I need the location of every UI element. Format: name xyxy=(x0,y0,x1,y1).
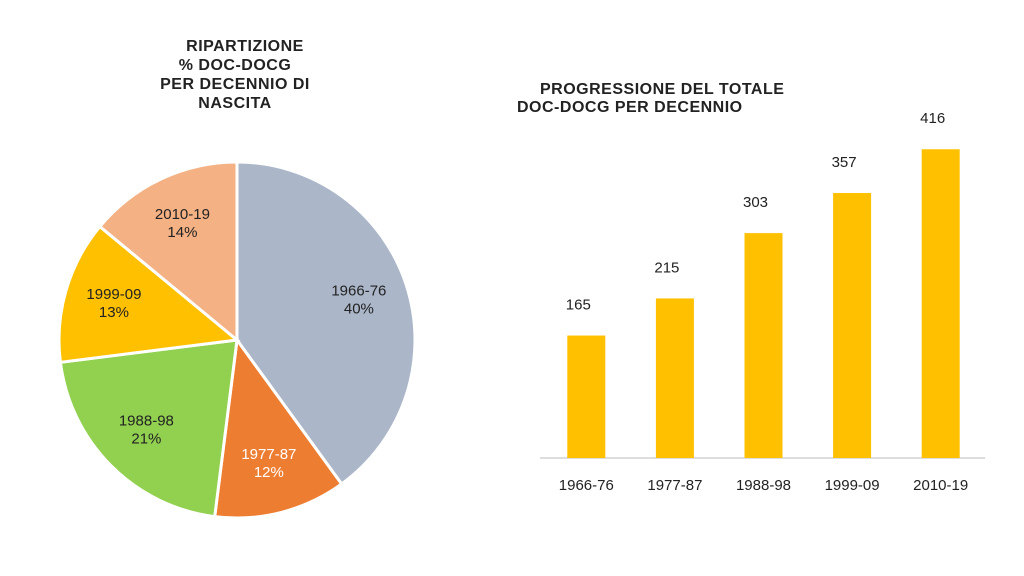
x-tick-label: 2010-19 xyxy=(913,477,968,494)
chart-title: PER DECENNIO DI xyxy=(160,76,310,93)
bar xyxy=(567,335,606,458)
slice-value-label: 40% xyxy=(344,300,374,317)
slice-label: 2010-19 xyxy=(155,206,210,223)
pie-slice xyxy=(235,160,417,487)
pie-slice xyxy=(58,338,239,519)
chart-title: DOC-DOCG PER DECENNIO xyxy=(517,99,743,116)
slice-label: 1977-87 xyxy=(241,446,296,463)
slice-value-label: 12% xyxy=(254,464,284,481)
pie-slice xyxy=(57,224,241,364)
x-tick-label: 1977-87 xyxy=(647,477,702,494)
chart-title: PROGRESSIONE DEL TOTALE xyxy=(540,81,784,98)
value-label: 165 xyxy=(566,297,591,314)
slice-label: 1988-98 xyxy=(119,413,174,430)
bar xyxy=(655,298,694,458)
slice-value-label: 14% xyxy=(167,224,197,241)
chart-title: RIPARTIZIONE xyxy=(186,38,304,55)
value-label: 303 xyxy=(743,194,768,211)
value-label: 416 xyxy=(920,110,945,127)
pie-slice xyxy=(213,336,344,520)
chart-title: NASCITA xyxy=(198,95,271,112)
x-tick-label: 1999-09 xyxy=(825,477,880,494)
x-tick-label: 1966-76 xyxy=(559,477,614,494)
value-label: 215 xyxy=(654,259,679,276)
chart-title: % DOC-DOCG xyxy=(179,57,292,74)
pie-slice xyxy=(97,160,239,344)
slice-value-label: 21% xyxy=(131,431,161,448)
bar xyxy=(744,233,783,458)
slice-label: 1999-09 xyxy=(86,286,141,303)
slice-label: 1966-76 xyxy=(331,282,386,299)
bar xyxy=(833,193,872,458)
x-tick-label: 1988-98 xyxy=(736,477,791,494)
value-label: 357 xyxy=(832,154,857,171)
slice-value-label: 13% xyxy=(99,304,129,321)
bar xyxy=(921,149,960,459)
